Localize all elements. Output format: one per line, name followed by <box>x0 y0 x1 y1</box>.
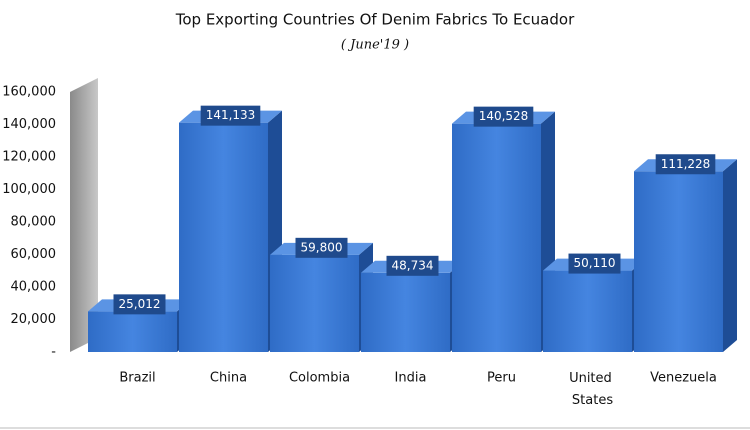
bar <box>634 171 723 352</box>
x-tick-label: Brazil <box>119 371 155 386</box>
y-tick-label: 120,000 <box>2 150 56 165</box>
y-tick-label: - <box>51 345 56 360</box>
bar <box>179 122 268 352</box>
x-tick-label: United States <box>569 371 616 408</box>
value-label: 50,110 <box>574 256 616 270</box>
y-tick-label: 20,000 <box>11 312 57 327</box>
chart-subtitle: ( June'19 ) <box>341 38 409 53</box>
value-label: 25,012 <box>119 297 161 311</box>
value-label: 140,528 <box>479 109 529 123</box>
value-label-box <box>568 253 621 274</box>
y-tick-label: 40,000 <box>11 280 57 295</box>
value-label-box <box>200 105 261 126</box>
x-tick-label: Peru <box>487 371 516 386</box>
bar <box>361 272 450 352</box>
y-tick-label: 140,000 <box>2 117 56 132</box>
chart-title: Top Exporting Countries Of Denim Fabrics… <box>175 11 575 29</box>
value-label-box <box>295 237 348 258</box>
y-tick-label: 80,000 <box>11 215 57 230</box>
bar <box>270 254 359 352</box>
value-label: 111,228 <box>661 157 711 171</box>
value-label-box <box>386 255 439 276</box>
y-tick-label: 160,000 <box>2 85 56 100</box>
x-tick-label: India <box>395 371 427 386</box>
bar-side <box>723 159 737 352</box>
x-tick-label: China <box>210 371 247 386</box>
value-label-box <box>113 294 166 315</box>
x-tick-label: Colombia <box>289 371 350 386</box>
value-label-box <box>473 106 534 127</box>
y-tick-label: 60,000 <box>11 247 57 262</box>
back-wall <box>70 78 98 352</box>
y-tick-label: 100,000 <box>2 182 56 197</box>
value-label: 141,133 <box>206 108 256 122</box>
bar <box>88 311 177 352</box>
bar <box>452 123 541 352</box>
value-label: 48,734 <box>392 258 434 272</box>
bar <box>543 270 632 352</box>
x-tick-label: Venezuela <box>650 371 717 386</box>
value-label: 59,800 <box>301 240 343 254</box>
value-label-box <box>655 154 716 175</box>
